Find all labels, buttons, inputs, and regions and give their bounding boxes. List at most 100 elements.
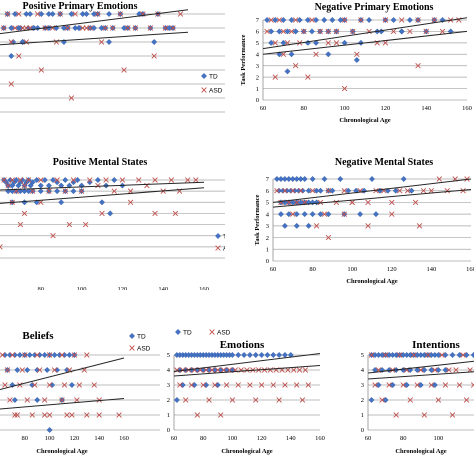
x-tick-label: 120 (381, 105, 391, 112)
asd-point (456, 382, 463, 388)
asd-point (220, 367, 227, 373)
asd-point (7, 397, 13, 403)
td-point (421, 367, 428, 373)
asd-point (116, 412, 122, 418)
td-point (83, 11, 90, 17)
td-point (389, 382, 396, 388)
td-point (281, 222, 288, 229)
td-point (273, 176, 280, 182)
td-point (45, 182, 52, 189)
td-point (264, 17, 271, 23)
td-point (287, 352, 294, 358)
td-point (288, 17, 295, 23)
td-point (392, 187, 399, 194)
td-trend-line (272, 178, 472, 203)
asd-point (68, 95, 75, 101)
asd-point (325, 187, 332, 194)
y-tick-label: 0 (256, 97, 259, 104)
y-tick-label: 1 (266, 246, 269, 253)
y-tick-label: 2 (361, 397, 364, 404)
asd-point (365, 199, 371, 206)
td-point (54, 188, 61, 195)
td-point (280, 17, 287, 23)
asd-point (298, 187, 304, 194)
td-point (264, 352, 271, 358)
asd-point (61, 382, 68, 388)
asd-point (177, 11, 184, 17)
asd-point (416, 223, 423, 229)
asd-point (14, 412, 21, 418)
td-trend-line (173, 353, 321, 372)
asd-point (428, 187, 435, 194)
asd-point (84, 412, 90, 418)
x-tick-label: 120 (257, 435, 267, 442)
chart-title: Intentions (412, 339, 460, 351)
legend-td-marker (201, 73, 207, 79)
td-point (276, 51, 283, 58)
asd-point (349, 199, 355, 206)
asd-point (193, 177, 199, 183)
asd-point (432, 367, 438, 373)
asd-point (368, 352, 375, 358)
td-point (463, 352, 470, 358)
td-point (276, 352, 283, 358)
x-tick-label: 100 (45, 435, 55, 442)
td-point (94, 177, 101, 183)
td-point (173, 397, 180, 403)
asd-point (365, 223, 371, 229)
asd-point (428, 382, 435, 388)
td-point (337, 176, 344, 182)
x-tick-label: 100 (434, 435, 444, 442)
td-point (285, 211, 292, 218)
td-point (447, 28, 454, 35)
td-trend-line (0, 9, 189, 35)
chart-title: Emotions (220, 339, 265, 351)
td-point (400, 176, 407, 182)
asd-point (59, 397, 65, 403)
td-point (435, 352, 442, 358)
td-trend-line (0, 181, 205, 191)
td-point (38, 11, 45, 17)
asd-point (22, 352, 28, 358)
y-tick-label: 7 (266, 176, 270, 183)
td-point (268, 39, 275, 46)
x-axis-label: Chronological Age (221, 448, 272, 455)
asd-point (268, 17, 274, 23)
td-point (305, 222, 312, 229)
legend-td-marker (129, 333, 135, 339)
x-tick-label: 80 (22, 435, 29, 442)
asd-point (313, 51, 319, 58)
x-tick-label: 100 (340, 105, 350, 112)
asd-point (1, 25, 7, 31)
asd-point (172, 210, 179, 217)
td-point (292, 28, 299, 35)
asd-point (102, 25, 108, 31)
asd-point (274, 187, 280, 194)
td-point (121, 25, 128, 31)
td-point (214, 382, 221, 388)
td-point (313, 17, 320, 23)
asd-point (69, 412, 75, 418)
td-point (456, 352, 463, 358)
asd-point (203, 367, 209, 373)
asd-point (261, 367, 268, 373)
asd-point (292, 62, 299, 69)
td-point (275, 187, 282, 194)
td-point (276, 28, 283, 35)
td-point (91, 11, 97, 17)
asd-trend-line (367, 371, 474, 380)
td-point (372, 211, 379, 218)
y-tick-label: 4 (256, 51, 260, 58)
td-point (361, 187, 368, 194)
asd-point (404, 187, 411, 194)
asd-point (82, 221, 89, 228)
asd-point (98, 39, 105, 45)
asd-point (136, 177, 142, 183)
y-axis-label: Task Performance (254, 194, 261, 245)
asd-point (431, 17, 438, 23)
legend-td-label: TD (183, 329, 192, 336)
td-point (368, 397, 375, 403)
td-point (293, 222, 300, 229)
asd-point (276, 17, 283, 23)
asd-point (276, 397, 282, 403)
